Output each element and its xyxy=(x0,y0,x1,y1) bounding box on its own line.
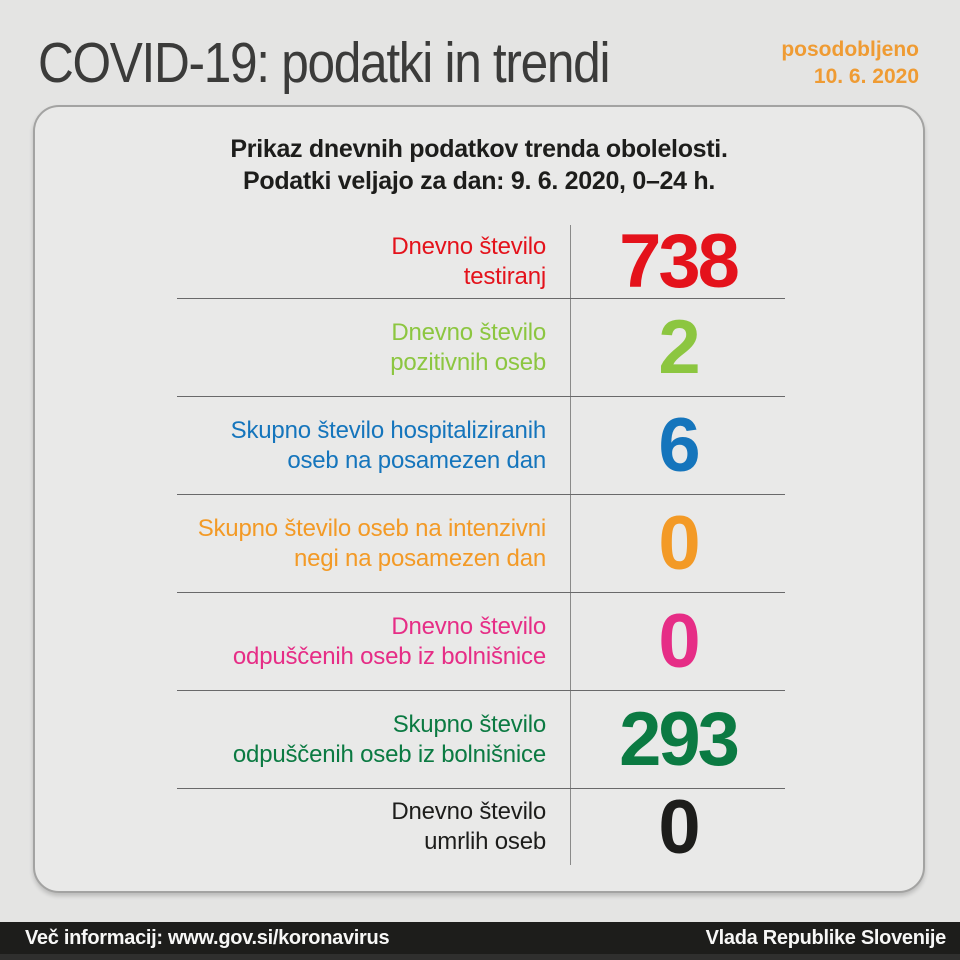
stat-row-daily-positive: Dnevno število pozitivnih oseb 2 xyxy=(177,299,785,397)
stat-label: Skupno število hospitaliziranih oseb na … xyxy=(230,416,547,474)
stat-label: Dnevno število umrlih oseb xyxy=(391,798,546,855)
stat-row-total-discharged: Skupno število odpuščenih oseb iz bolniš… xyxy=(177,691,785,789)
stat-value: 6 xyxy=(570,397,785,494)
stat-label: Skupno število odpuščenih oseb iz bolniš… xyxy=(232,710,546,768)
stat-value: 738 xyxy=(570,219,785,304)
footer-info-text: Več informacij: www.gov.si/koronavirus xyxy=(25,926,390,949)
stats-rows: Dnevno število testiranj 738 Dnevno štev… xyxy=(177,219,785,870)
card-header-line2: Podatki veljajo za dan: 9. 6. 2020, 0–24… xyxy=(242,167,716,195)
card-header-line1: Prikaz dnevnih podatkov trenda obolelost… xyxy=(230,135,728,163)
page-title: COVID-19: podatki in trendi xyxy=(38,31,610,95)
stat-row-hospitalized-total: Skupno število hospitaliziranih oseb na … xyxy=(177,397,785,495)
stat-label: Dnevno število testiranj xyxy=(391,232,546,290)
stat-value: 293 xyxy=(570,691,785,788)
stat-value: 0 xyxy=(570,593,785,690)
footer-government-text: Vlada Republike Slovenije xyxy=(705,926,947,949)
stat-value: 0 xyxy=(570,495,785,592)
footer-bar: Več informacij: www.gov.si/koronavirus V… xyxy=(0,922,960,960)
card-header: Prikaz dnevnih podatkov trenda obolelost… xyxy=(35,107,923,197)
stat-value: 0 xyxy=(570,785,785,870)
stats-card: Prikaz dnevnih podatkov trenda obolelost… xyxy=(33,105,925,893)
stat-label: Skupno število oseb na intenzivni negi n… xyxy=(197,514,546,572)
stat-label: Dnevno število odpuščenih oseb iz bolniš… xyxy=(232,612,546,670)
stat-row-daily-discharged: Dnevno število odpuščenih oseb iz bolniš… xyxy=(177,593,785,691)
updated-stamp: posodobljeno 10. 6. 2020 xyxy=(781,36,919,90)
stat-row-icu-total: Skupno število oseb na intenzivni negi n… xyxy=(177,495,785,593)
stat-row-daily-tests: Dnevno število testiranj 738 xyxy=(177,219,785,304)
stat-row-daily-deaths: Dnevno število umrlih oseb 0 xyxy=(177,785,785,870)
stat-value: 2 xyxy=(570,299,785,396)
updated-label: posodobljeno xyxy=(781,38,919,61)
stat-label: Dnevno število pozitivnih oseb xyxy=(390,318,546,376)
updated-date: 10. 6. 2020 xyxy=(813,65,919,88)
